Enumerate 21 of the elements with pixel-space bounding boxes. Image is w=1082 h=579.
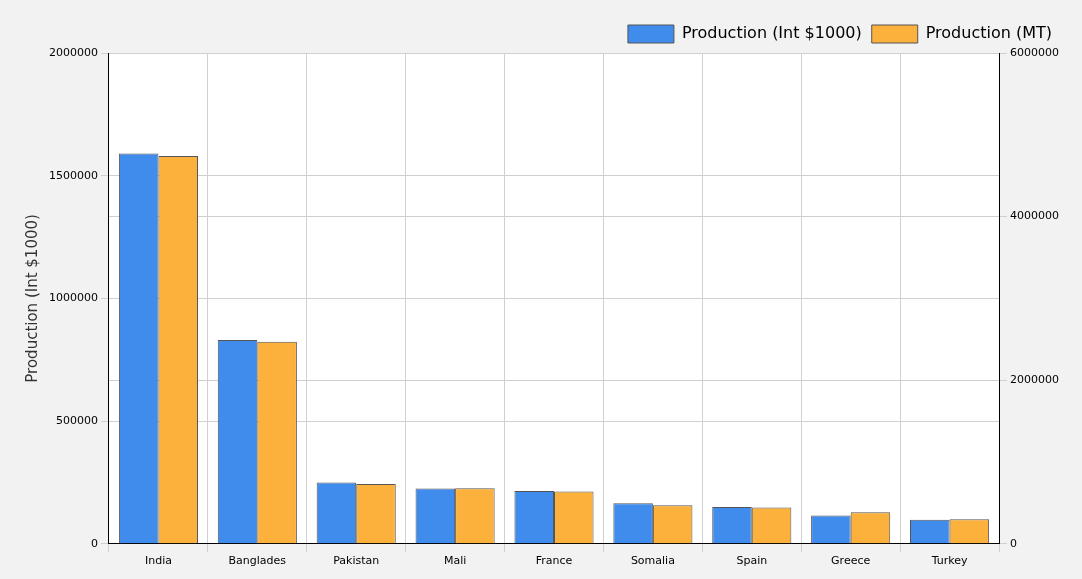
y2-tick-label: 6000000: [1010, 45, 1060, 59]
y-tick-label: 0: [90, 536, 98, 550]
y2-tick-label: 4000000: [1010, 209, 1060, 223]
y2-tick-label: 0: [1010, 536, 1018, 550]
x-tick-label: India: [144, 554, 172, 568]
y-tick-label: 1500000: [48, 168, 98, 182]
y-tick-label: 500000: [55, 413, 98, 427]
x-tick-label: Greece: [831, 554, 871, 568]
x-tick-label: Banglades: [228, 554, 287, 568]
x-tick-label: Mali: [443, 554, 467, 568]
x-tick-label: Pakistan: [333, 554, 380, 568]
x-tick-label: France: [535, 554, 573, 568]
y-tick-label: 1000000: [48, 291, 98, 305]
x-tick-label: Spain: [736, 554, 768, 568]
legend-label: Production (Int $1000): [681, 23, 862, 43]
x-tick-label: Somalia: [630, 554, 675, 568]
y-axis-title: Production (Int $1000): [22, 214, 41, 383]
y-tick-label: 2000000: [48, 45, 98, 59]
y2-tick-label: 2000000: [1010, 373, 1060, 387]
x-tick-label: Turkey: [930, 554, 968, 568]
legend-label: Production (MT): [925, 23, 1053, 43]
